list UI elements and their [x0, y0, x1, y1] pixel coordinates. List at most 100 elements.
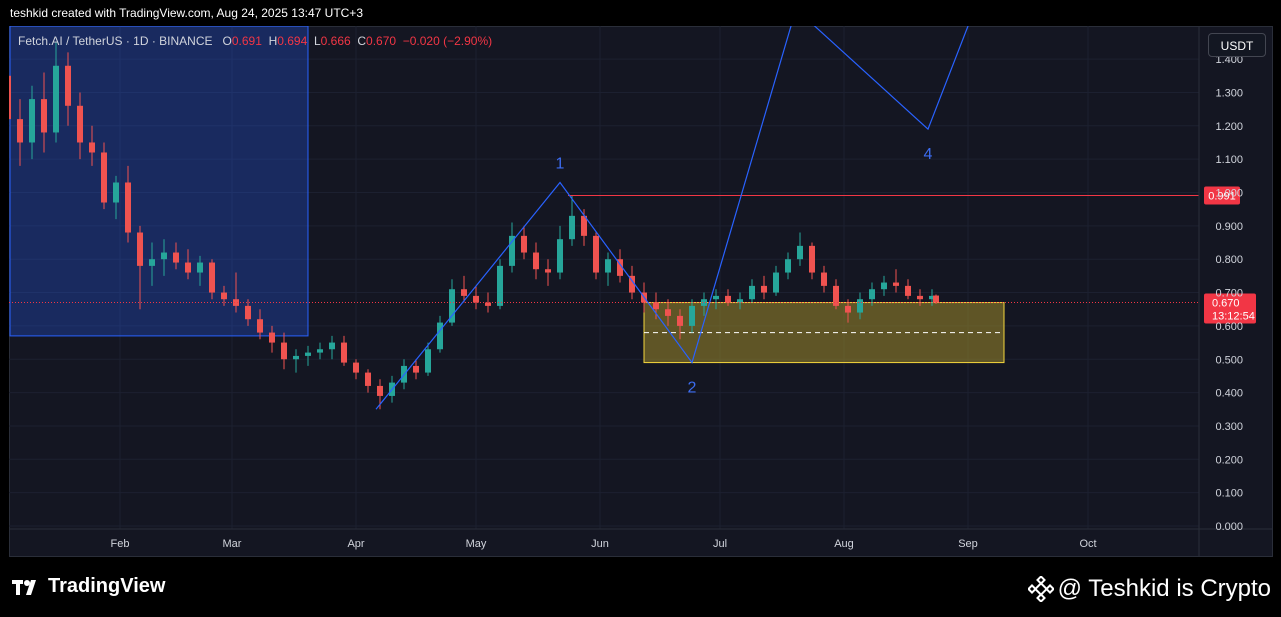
high-label: H [268, 34, 278, 48]
last-price-label: 0.670 [1212, 298, 1240, 310]
y-tick-label: 1.200 [1215, 121, 1243, 133]
candle-body [209, 262, 215, 293]
high-value: 0.694 [277, 34, 308, 48]
candle-body [245, 305, 251, 320]
candle-body [677, 315, 683, 326]
y-tick-label: 1.300 [1215, 87, 1243, 99]
y-tick-label: 1.100 [1215, 154, 1243, 166]
y-tick-label: 0.700 [1215, 288, 1243, 300]
x-tick-label: Apr [347, 538, 364, 550]
candle-body [605, 259, 611, 273]
symbol-label[interactable]: Fetch.AI / TetherUS · 1D · BINANCE [18, 34, 213, 48]
candle-body [437, 322, 443, 350]
tradingview-logo[interactable]: TradingView [12, 575, 165, 598]
x-tick-label: Mar [223, 538, 242, 550]
open-value: 0.691 [231, 34, 262, 48]
y-tick-label: 0.200 [1215, 454, 1243, 466]
candle-body [53, 65, 59, 133]
candle-body [893, 282, 899, 286]
y-tick-label: 0.900 [1215, 221, 1243, 233]
candle-body [17, 119, 23, 143]
candle-body [173, 252, 179, 263]
ohlc-legend: Fetch.AI / TetherUS · 1D · BINANCE O0.69… [18, 34, 492, 48]
wave-label: 4 [924, 146, 933, 163]
y-tick-label: 1.400 [1215, 54, 1243, 66]
candle-body [749, 285, 755, 300]
candle-body [125, 182, 131, 233]
low-value: 0.666 [320, 34, 351, 48]
close-value: 0.670 [366, 34, 397, 48]
candle-body [833, 285, 839, 306]
candle-body [821, 272, 827, 286]
candle-body [929, 295, 935, 300]
candle-body [101, 152, 107, 203]
candle-body [29, 99, 35, 143]
candle-body [653, 302, 659, 310]
candle-body [485, 302, 491, 306]
candle-body [461, 289, 467, 296]
chart-zones [9, 26, 1005, 364]
candle-body [737, 299, 743, 303]
low-label: L [313, 34, 321, 48]
x-tick-label: Aug [834, 538, 854, 550]
candle-body [761, 285, 767, 293]
y-tick-label: 0.600 [1215, 321, 1243, 333]
wave-label: 2 [688, 380, 697, 397]
y-tick-label: 0.800 [1215, 254, 1243, 266]
last-price-tag [1204, 293, 1256, 324]
tradingview-logo-icon [12, 579, 36, 595]
candle-body [89, 142, 95, 153]
candle-body [521, 235, 527, 253]
highlight-box [9, 26, 309, 337]
candle-body [857, 299, 863, 313]
candle-body [933, 295, 939, 303]
x-tick-label: Jun [591, 538, 609, 550]
candle-body [221, 292, 227, 300]
candle-body [365, 372, 371, 386]
candle-body [197, 262, 203, 273]
candle-body [809, 245, 815, 273]
candle-body [917, 295, 923, 300]
author-watermark: @ Teshkid is Crypto [1027, 575, 1271, 603]
candle-body [425, 349, 431, 373]
candle-body [65, 65, 71, 106]
candle-body [257, 319, 263, 333]
candle-body [773, 272, 779, 293]
close-label: C [357, 34, 367, 48]
candles [9, 42, 939, 410]
attribution-bar: teshkid created with TradingView.com, Au… [0, 0, 1281, 26]
countdown-label: 13:12:54 [1212, 311, 1255, 323]
candle-body [113, 182, 119, 203]
watermark-text: @ Teshkid is Crypto [1057, 575, 1271, 602]
binance-diamond-icon [1027, 576, 1054, 602]
candle-body [905, 285, 911, 296]
candle-body [41, 99, 47, 133]
attribution-text: teshkid created with TradingView.com, Au… [10, 6, 363, 20]
candle-body [869, 289, 875, 300]
wave-label: 1 [556, 155, 565, 172]
candle-body [185, 262, 191, 273]
candle-body [629, 275, 635, 293]
x-tick-label: Oct [1079, 538, 1096, 550]
candle-body [293, 355, 299, 360]
candle-body [713, 295, 719, 300]
candle-body [617, 259, 623, 276]
candle-body [557, 239, 563, 273]
tradingview-brand-text: TradingView [48, 575, 166, 597]
candle-body [449, 289, 455, 323]
candle-body [473, 295, 479, 303]
candle-body [317, 349, 323, 353]
candle-body [305, 352, 311, 356]
currency-button[interactable]: USDT [1208, 33, 1266, 57]
candle-body [377, 385, 383, 396]
candle-body [569, 215, 575, 240]
x-tick-label: May [466, 538, 487, 550]
candle-body [413, 365, 419, 373]
candle-body [233, 299, 239, 306]
candle-body [725, 295, 731, 303]
x-tick-label: Jul [713, 538, 727, 550]
candle-body [797, 245, 803, 260]
candle-body [149, 259, 155, 266]
